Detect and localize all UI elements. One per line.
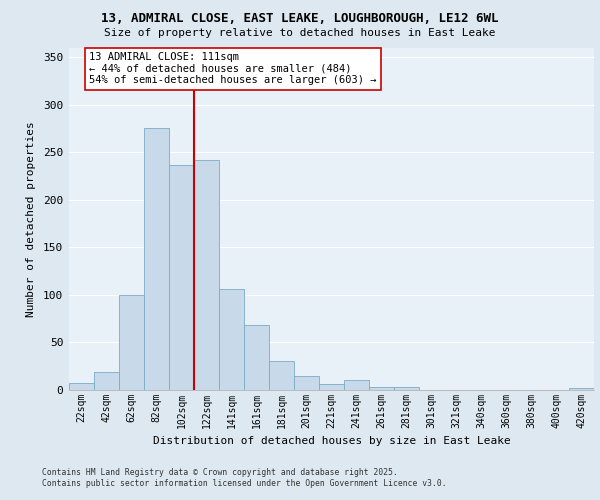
Bar	[244, 326, 269, 390]
Bar	[94, 372, 119, 390]
Bar	[344, 380, 369, 390]
Bar	[569, 388, 594, 390]
Text: 13 ADMIRAL CLOSE: 111sqm
← 44% of detached houses are smaller (484)
54% of semi-: 13 ADMIRAL CLOSE: 111sqm ← 44% of detach…	[89, 52, 377, 86]
Text: Size of property relative to detached houses in East Leake: Size of property relative to detached ho…	[104, 28, 496, 38]
Bar	[219, 289, 244, 390]
Bar	[294, 376, 319, 390]
Text: Contains HM Land Registry data © Crown copyright and database right 2025.
Contai: Contains HM Land Registry data © Crown c…	[42, 468, 446, 487]
Text: 13, ADMIRAL CLOSE, EAST LEAKE, LOUGHBOROUGH, LE12 6WL: 13, ADMIRAL CLOSE, EAST LEAKE, LOUGHBORO…	[101, 12, 499, 26]
Bar	[319, 384, 344, 390]
Bar	[269, 362, 294, 390]
Bar	[119, 295, 144, 390]
Bar	[369, 387, 394, 390]
Bar	[394, 387, 419, 390]
Bar	[144, 128, 169, 390]
X-axis label: Distribution of detached houses by size in East Leake: Distribution of detached houses by size …	[152, 436, 511, 446]
Bar	[69, 384, 94, 390]
Bar	[194, 160, 219, 390]
Y-axis label: Number of detached properties: Number of detached properties	[26, 121, 36, 316]
Bar	[169, 164, 194, 390]
